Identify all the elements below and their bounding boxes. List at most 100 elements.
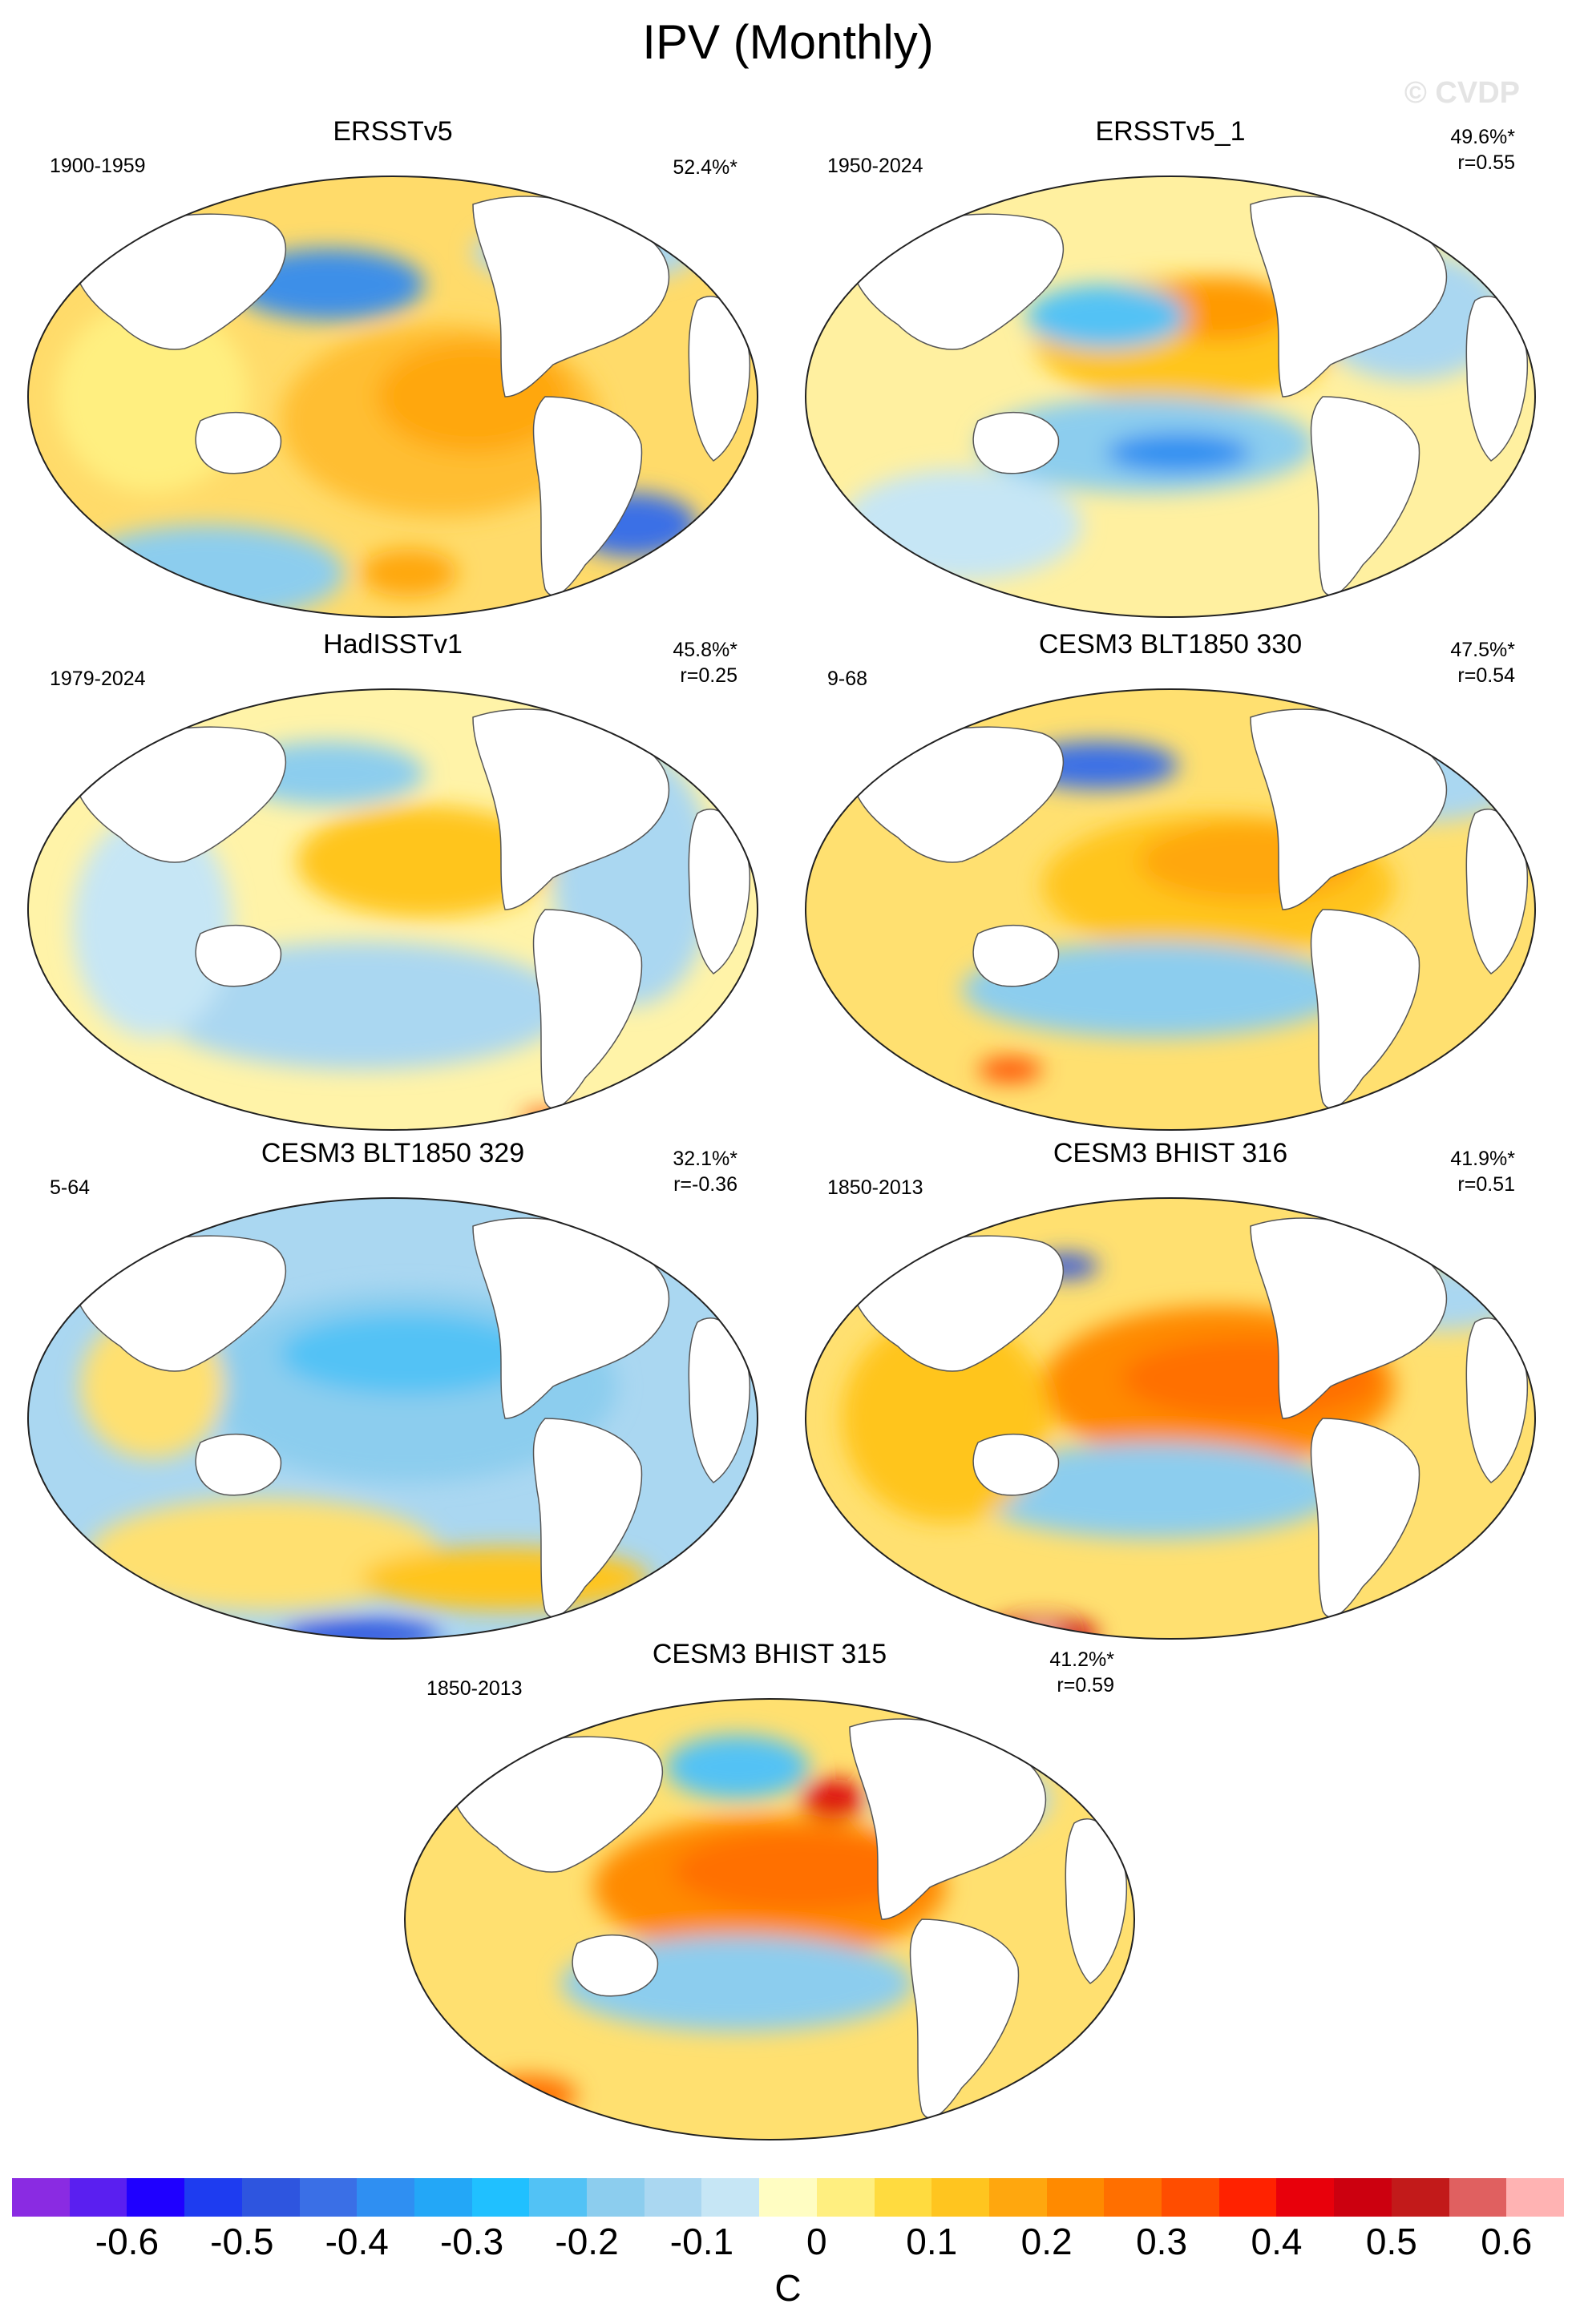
map-panel: ERSSTv5_1 1950-2024 49.6%* r=0.55 [802,116,1539,637]
land-mass [849,726,1064,863]
map-panel: CESM3 BLT1850 329 5-64 32.1%* r=-0.36 [24,1138,762,1659]
anomaly-region [361,549,457,597]
colorbar-segment [414,2178,473,2217]
panel-percent: 52.4%* [673,156,737,179]
colorbar-unit: C [774,2267,802,2309]
land-mass [71,726,286,863]
sst-map [27,688,758,1131]
anomaly-region [970,1442,1339,1539]
colorbar-segment [529,2178,588,2217]
colorbar-segment [299,2178,358,2217]
panel-title: ERSSTv5 [333,116,453,147]
panel-correlation: r=0.54 [1457,664,1515,687]
land-mass [972,924,1060,987]
panel-period: 5-64 [50,1176,91,1199]
colorbar-tick: -0.3 [439,2221,504,2262]
colorbar-segment [471,2178,530,2217]
colorbar-segment [1046,2178,1105,2217]
land-mass [532,1418,643,1618]
panel-correlation: r=0.25 [680,664,737,687]
panel-title: CESM3 BHIST 316 [1053,1138,1288,1168]
panel-stats: 41.2%* r=0.59 [1049,1647,1114,1698]
colorbar-tick: 0.3 [1136,2221,1188,2262]
map-panel: HadISSTv1 1979-2024 45.8%* r=0.25 [24,629,762,1150]
colorbar [12,2178,1565,2217]
land-mass [849,213,1064,350]
land-mass [71,1235,286,1372]
colorbar-segment [816,2178,875,2217]
sst-map [27,176,758,618]
globe-outline [27,176,758,618]
colorbar-segment [1162,2178,1220,2217]
globe-outline [805,688,1536,1131]
land-mass [195,924,282,987]
land-mass [195,411,282,474]
panel-percent: 41.2%* [1049,1648,1114,1671]
anomaly-region [72,813,232,1038]
panel-period: 1850-2013 [827,1176,923,1199]
panel-percent: 41.9%* [1450,1148,1515,1170]
colorbar-segment [874,2178,932,2217]
colorbar-tick: -0.6 [95,2221,160,2262]
panel-stats: 41.9%* r=0.51 [1450,1146,1515,1197]
globe-outline [27,688,758,1131]
land-mass [972,411,1060,474]
colorbar-segment [127,2178,185,2217]
colorbar-segment [644,2178,702,2217]
figure-title: IPV (Monthly) [642,15,934,69]
panel-correlation: r=0.55 [1457,151,1515,174]
land-mass [520,2139,1027,2140]
anomaly-region [1026,284,1186,349]
land-mass [972,1433,1060,1496]
panel-period: 1950-2024 [827,155,923,177]
colorbar-segment [1506,2178,1565,2217]
anomaly-region [802,1779,866,1819]
colorbar-tick: 0.2 [1020,2221,1073,2262]
colorbar-segment [1334,2178,1392,2217]
anomaly-region [297,805,553,918]
panel-title: CESM3 BHIST 315 [652,1639,887,1669]
colorbar-segment [1218,2178,1277,2217]
sst-map [805,176,1536,618]
land-mass [195,1433,282,1496]
colorbar-segment [1391,2178,1450,2217]
anomaly-region [88,1499,441,1611]
colorbar-segment [587,2178,645,2217]
land-mass [909,1919,1020,2119]
panel-period: 1979-2024 [50,668,146,690]
copyright-label: © CVDP [1404,76,1520,110]
colorbar-segment [759,2178,818,2217]
panel-stats: 52.4%* [673,155,737,180]
globe-outline [27,1197,758,1640]
land-mass [1310,1418,1420,1618]
globe-outline [805,1197,1536,1640]
colorbar-tick: 0.4 [1251,2221,1303,2262]
colorbar-tick: 0.5 [1365,2221,1417,2262]
colorbar-tick: -0.1 [669,2221,734,2262]
land-mass [849,1235,1064,1372]
sst-map [805,1197,1536,1640]
panel-title: HadISSTv1 [323,629,463,660]
land-mass [1310,396,1420,596]
colorbar-segment [701,2178,760,2217]
anomaly-region [481,2076,577,2116]
map-panel: CESM3 BLT1850 330 9-68 47.5%* r=0.54 [802,629,1539,1150]
anomaly-region [962,942,1347,1038]
panel-period: 1900-1959 [50,155,146,177]
globe-outline [404,1698,1135,2140]
anomaly-region [842,469,1082,581]
colorbar-tick: -0.5 [210,2221,274,2262]
anomaly-region [665,1735,810,1799]
sst-map [805,688,1536,1131]
land-mass [71,213,286,350]
colorbar-segment [1104,2178,1162,2217]
anomaly-region [978,1058,1042,1082]
panel-stats: 49.6%* r=0.55 [1450,124,1515,176]
land-mass [532,396,643,596]
panel-correlation: r=0.51 [1457,1173,1515,1196]
anomaly-region [72,525,345,617]
colorbar-segment [357,2178,415,2217]
map-panel: CESM3 BHIST 315 1850-2013 41.2%* r=0.59 [401,1639,1138,2160]
colorbar-tick: 0.6 [1481,2221,1533,2262]
panel-percent: 32.1%* [673,1148,737,1170]
